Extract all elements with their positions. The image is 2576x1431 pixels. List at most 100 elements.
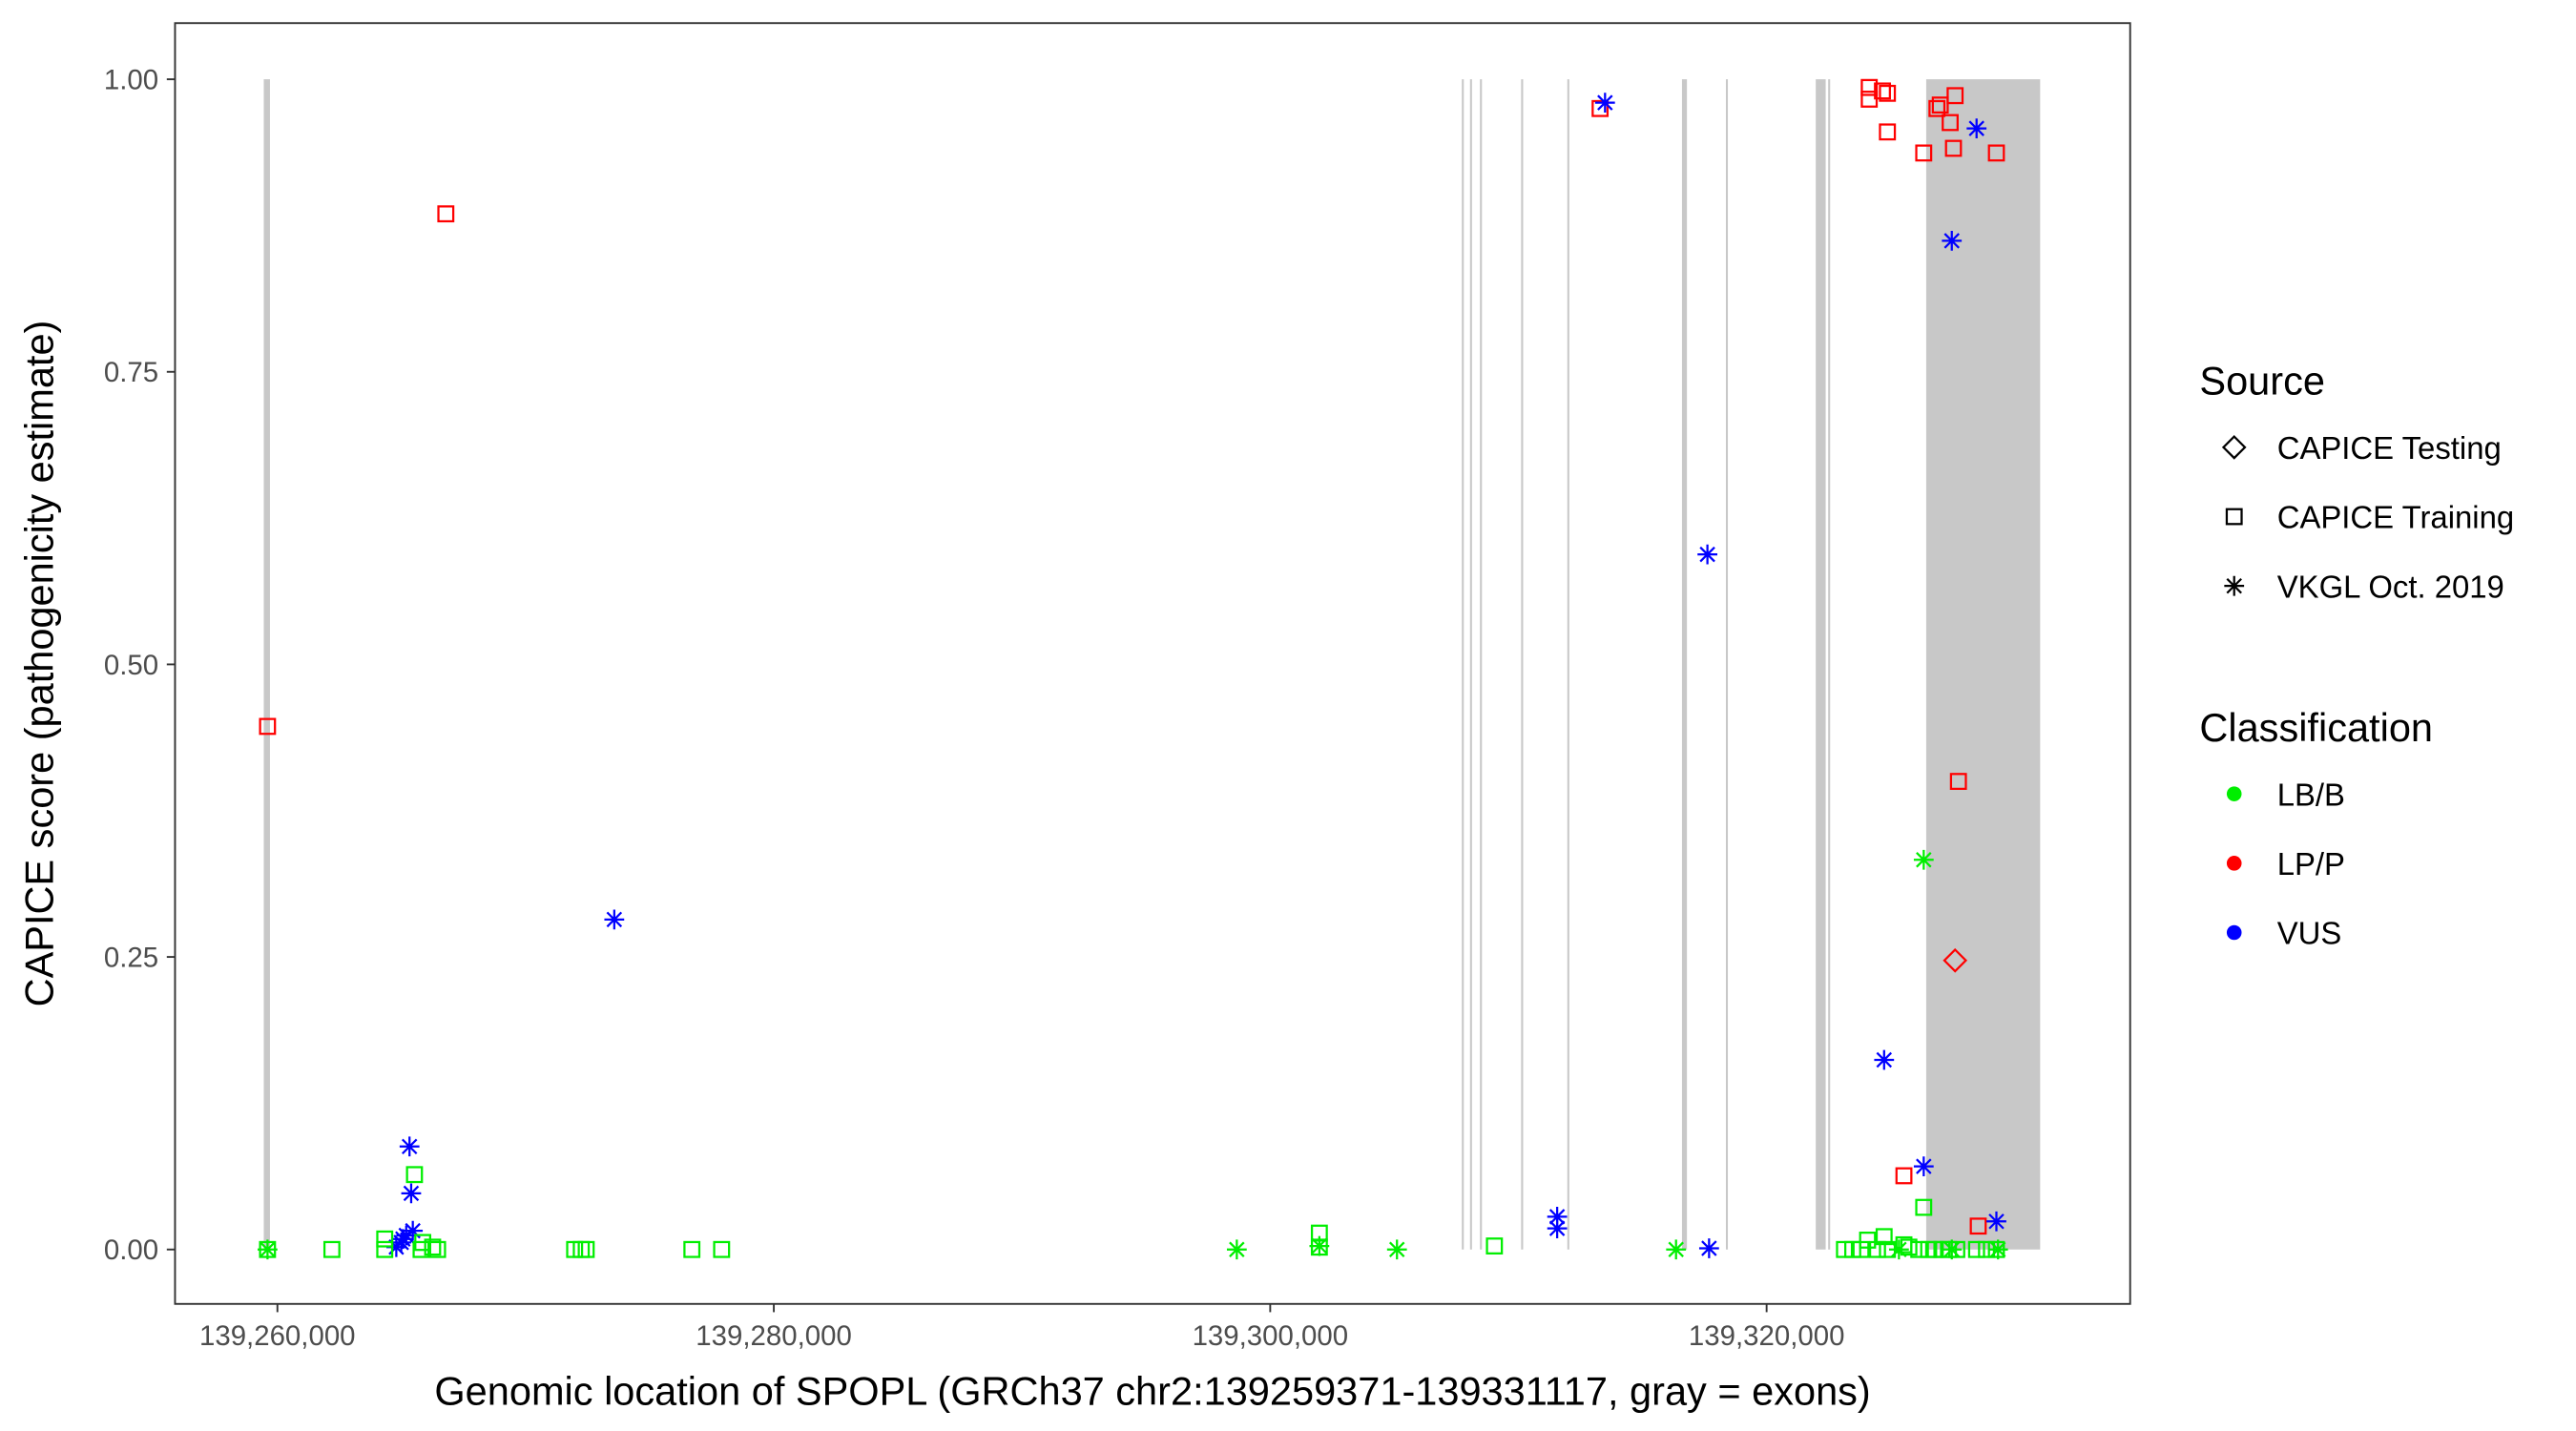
data-point <box>1547 1207 1568 1227</box>
x-axis: 139,260,000 139,280,000 139,300,000 139,320… <box>199 1303 1845 1352</box>
data-point <box>1928 99 1946 117</box>
data-point <box>1386 1239 1407 1260</box>
exon-band <box>1521 79 1524 1250</box>
y-axis: 0.00 0.25 0.50 0.75 1.00 <box>104 64 176 1266</box>
legend-dot-icon <box>2226 924 2242 941</box>
data-point <box>1942 947 1968 973</box>
y-axis-label: CAPICE score (pathogenicity estimate) <box>16 321 61 1007</box>
data-point <box>1860 78 1879 96</box>
legend-asterisk-icon <box>2224 575 2245 596</box>
data-point <box>412 1240 430 1258</box>
exon-band <box>1681 79 1688 1250</box>
legend: Source Classification CAPICE Testing CAPI… <box>2199 359 2514 951</box>
data-point <box>1879 123 1897 141</box>
data-point <box>399 1136 420 1157</box>
data-point <box>258 1239 278 1260</box>
exon-band <box>1462 79 1465 1250</box>
data-point <box>1987 1239 2008 1260</box>
data-point <box>428 1240 447 1258</box>
data-point <box>1948 1240 1965 1258</box>
data-point <box>259 1240 277 1258</box>
legend-source-title: Source <box>2199 359 2325 404</box>
data-point <box>1944 139 1963 157</box>
legend-square-icon <box>2225 508 2243 526</box>
data-point <box>437 205 455 223</box>
data-point <box>1591 99 1610 117</box>
plot-panel-border <box>174 22 2131 1305</box>
y-tick-label: 0.75 <box>104 357 158 388</box>
data-point <box>1942 114 1959 132</box>
data-point <box>401 1183 422 1204</box>
data-point <box>713 1240 731 1258</box>
legend-class-label: LB/B <box>2277 777 2345 812</box>
data-point <box>1895 1167 1913 1185</box>
exon-band <box>1567 79 1569 1250</box>
exon-band <box>1725 79 1729 1250</box>
data-point <box>1986 1211 2006 1232</box>
data-point <box>1485 1237 1504 1255</box>
exon-band <box>1828 79 1831 1250</box>
data-point <box>1978 1240 1996 1258</box>
data-point <box>376 1230 394 1248</box>
data-point <box>1913 849 1934 870</box>
data-point <box>1987 144 2005 162</box>
data-point <box>1309 1235 1330 1256</box>
data-point <box>1966 118 1987 138</box>
y-tick-label: 0.50 <box>104 650 158 681</box>
data-point <box>1697 544 1717 565</box>
data-point <box>1547 1218 1568 1239</box>
data-point <box>391 1233 411 1253</box>
y-tick-label: 0.25 <box>104 942 158 973</box>
data-point <box>1888 1239 1909 1260</box>
data-point <box>376 1240 394 1258</box>
data-point <box>322 1240 341 1258</box>
data-point <box>1949 773 1967 790</box>
data-point <box>259 717 277 736</box>
data-points <box>258 78 2008 1260</box>
exon-band <box>1925 79 2041 1250</box>
data-point <box>1859 1232 1877 1249</box>
y-tick-label: 0.00 <box>104 1234 158 1266</box>
legend-dot-icon <box>2226 856 2242 871</box>
data-point <box>1879 84 1897 102</box>
data-point <box>1967 1240 1985 1258</box>
data-point <box>1931 96 1949 114</box>
data-point <box>1942 1239 1963 1260</box>
y-tick-label: 1.00 <box>104 64 158 95</box>
legend-class-label: LP/P <box>2277 846 2345 881</box>
legend-source-label: CAPICE Testing <box>2277 430 2502 466</box>
legend-class-title: Classification <box>2199 705 2433 750</box>
data-point <box>1875 1228 1893 1246</box>
exon-band <box>1469 79 1472 1250</box>
x-axis-label: Genomic location of SPOPL (GRCh37 chr2:1… <box>434 1368 1870 1413</box>
data-point <box>1910 1240 1928 1258</box>
data-point <box>1969 1217 1987 1235</box>
legend-diamond-icon <box>2221 435 2247 460</box>
data-point <box>1226 1239 1247 1260</box>
data-point <box>1594 93 1615 114</box>
x-tick-label: 139,300,000 <box>1193 1320 1349 1352</box>
data-point <box>1900 1238 1918 1256</box>
data-point <box>403 1220 424 1241</box>
exon-band <box>263 79 270 1250</box>
legend-source-label: VKGL Oct. 2019 <box>2277 569 2504 604</box>
data-point <box>1913 1156 1934 1177</box>
data-point <box>1310 1238 1328 1256</box>
x-tick-label: 139,260,000 <box>199 1320 356 1352</box>
data-point <box>392 1229 413 1250</box>
data-point <box>683 1240 701 1258</box>
data-point <box>1946 87 1964 105</box>
exon-band <box>1480 79 1483 1250</box>
data-point <box>1874 82 1891 100</box>
data-point <box>604 909 625 930</box>
legend-dot-icon <box>2226 786 2242 801</box>
data-point <box>1874 1049 1895 1070</box>
data-point <box>1915 1198 1933 1216</box>
data-point <box>405 1166 424 1184</box>
data-point <box>1698 1238 1719 1258</box>
data-point <box>1915 144 1933 162</box>
x-tick-label: 139,320,000 <box>1689 1320 1845 1352</box>
legend-class-label: VUS <box>2277 916 2342 951</box>
exon-bands <box>263 79 2041 1250</box>
